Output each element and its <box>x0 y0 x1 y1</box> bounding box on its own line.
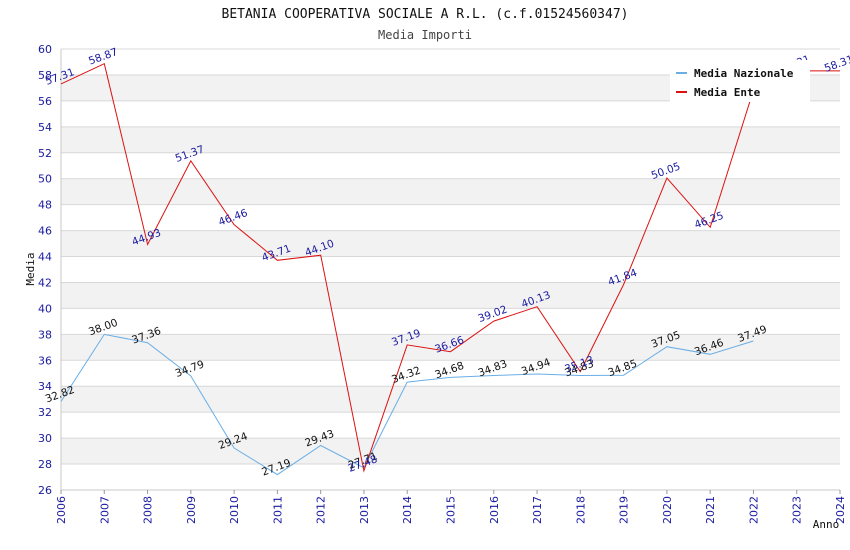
grid-band <box>61 386 840 413</box>
series-lines <box>60 62 840 476</box>
y-tick-label: 36 <box>38 354 52 367</box>
x-tick-label: 2010 <box>228 496 241 524</box>
x-tick-label: 2007 <box>98 496 111 524</box>
y-tick-label: 40 <box>38 302 52 315</box>
y-tick-label: 38 <box>38 328 52 341</box>
x-tick-label: 2009 <box>185 496 198 524</box>
y-tick-label: 28 <box>38 458 52 471</box>
x-axis: 2006 2007 2008 2009 2010 2011 2012 2013 2014 2015… <box>55 490 847 524</box>
plot-bands <box>61 49 840 490</box>
x-tick-label: 2011 <box>271 496 284 524</box>
y-tick-label: 30 <box>38 432 52 445</box>
y-tick-label: 44 <box>38 251 52 264</box>
x-tick-label: 2023 <box>791 496 804 524</box>
legend-label: Media Ente <box>694 86 761 99</box>
y-axis: 26 28 30 32 34 36 38 40 42 44 46 48 50 52 54 56 58 60 <box>38 43 52 497</box>
y-tick-label: 46 <box>38 225 52 238</box>
legend: Media Nazionale Media Ente <box>670 60 810 102</box>
legend-label: Media Nazionale <box>694 67 794 80</box>
x-tick-label: 2015 <box>445 496 458 524</box>
x-tick-label: 2024 <box>834 496 847 524</box>
chart-subtitle: Media Importi <box>378 28 472 42</box>
x-axis-label: Anno <box>813 518 840 531</box>
x-tick-label: 2012 <box>315 496 328 524</box>
y-tick-label: 52 <box>38 147 52 160</box>
grid-band <box>61 282 840 309</box>
y-tick-label: 34 <box>38 380 52 393</box>
x-tick-label: 2014 <box>401 496 414 524</box>
x-tick-label: 2016 <box>488 496 501 524</box>
y-tick-label: 48 <box>38 199 52 212</box>
plot-area <box>61 49 840 490</box>
x-tick-label: 2018 <box>574 496 587 524</box>
grid-band <box>61 334 840 361</box>
legend-box <box>670 60 810 102</box>
y-tick-label: 54 <box>38 121 52 134</box>
series-line-media-ente <box>60 62 840 473</box>
y-tick-label: 58 <box>38 69 52 82</box>
y-tick-label: 56 <box>38 95 52 108</box>
y-tick-label: 26 <box>38 484 52 497</box>
x-tick-label: 2019 <box>618 496 631 524</box>
x-tick-label: 2020 <box>661 496 674 524</box>
y-tick-label: 50 <box>38 173 52 186</box>
y-axis-label: Media <box>24 252 37 285</box>
x-tick-label: 2013 <box>358 496 371 524</box>
grid-band <box>61 230 840 257</box>
grid-band <box>61 178 840 205</box>
grid-band <box>61 438 840 465</box>
chart-title: BETANIA COOPERATIVA SOCIALE A R.L. (c.f.… <box>222 7 629 22</box>
x-tick-label: 2017 <box>531 496 544 524</box>
x-tick-label: 2021 <box>704 496 717 524</box>
y-tick-label: 42 <box>38 276 52 289</box>
series-line-media-nazionale <box>60 333 754 476</box>
grid-band <box>61 126 840 153</box>
x-tick-label: 2022 <box>747 496 760 524</box>
y-tick-label: 32 <box>38 406 52 419</box>
x-tick-label: 2006 <box>55 496 68 524</box>
y-tick-label: 60 <box>38 43 52 56</box>
x-tick-label: 2008 <box>142 496 155 524</box>
